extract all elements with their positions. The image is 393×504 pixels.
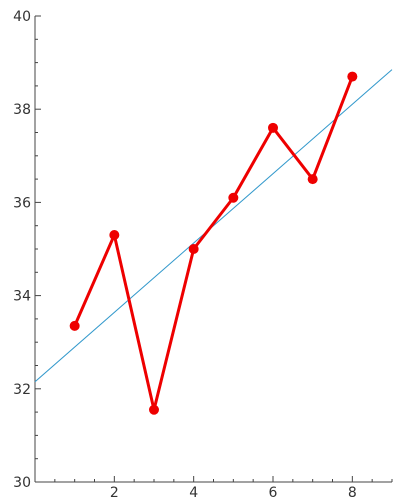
data-point <box>347 71 358 82</box>
y-tick-label: 38 <box>13 102 31 118</box>
y-tick-label: 32 <box>13 382 31 398</box>
x-tick-label: 6 <box>269 485 278 501</box>
x-tick-label: 2 <box>110 485 119 501</box>
series-line <box>73 75 354 412</box>
axes: 30 32 34 36 38 40 2 4 6 8 <box>13 9 393 501</box>
x-tick-label: 4 <box>189 485 198 501</box>
data-point <box>228 192 239 203</box>
series-layer <box>69 71 358 415</box>
data-point <box>188 244 199 254</box>
y-tick-label: 30 <box>13 475 31 491</box>
y-tick-label: 34 <box>13 289 31 305</box>
y-tick-label: 36 <box>13 195 31 211</box>
data-point <box>307 174 318 185</box>
data-point <box>268 122 278 133</box>
x-tick-label: 8 <box>348 485 357 501</box>
data-point <box>149 404 159 415</box>
data-point <box>109 230 120 241</box>
y-tick-label: 40 <box>13 9 31 25</box>
data-point <box>69 320 80 331</box>
